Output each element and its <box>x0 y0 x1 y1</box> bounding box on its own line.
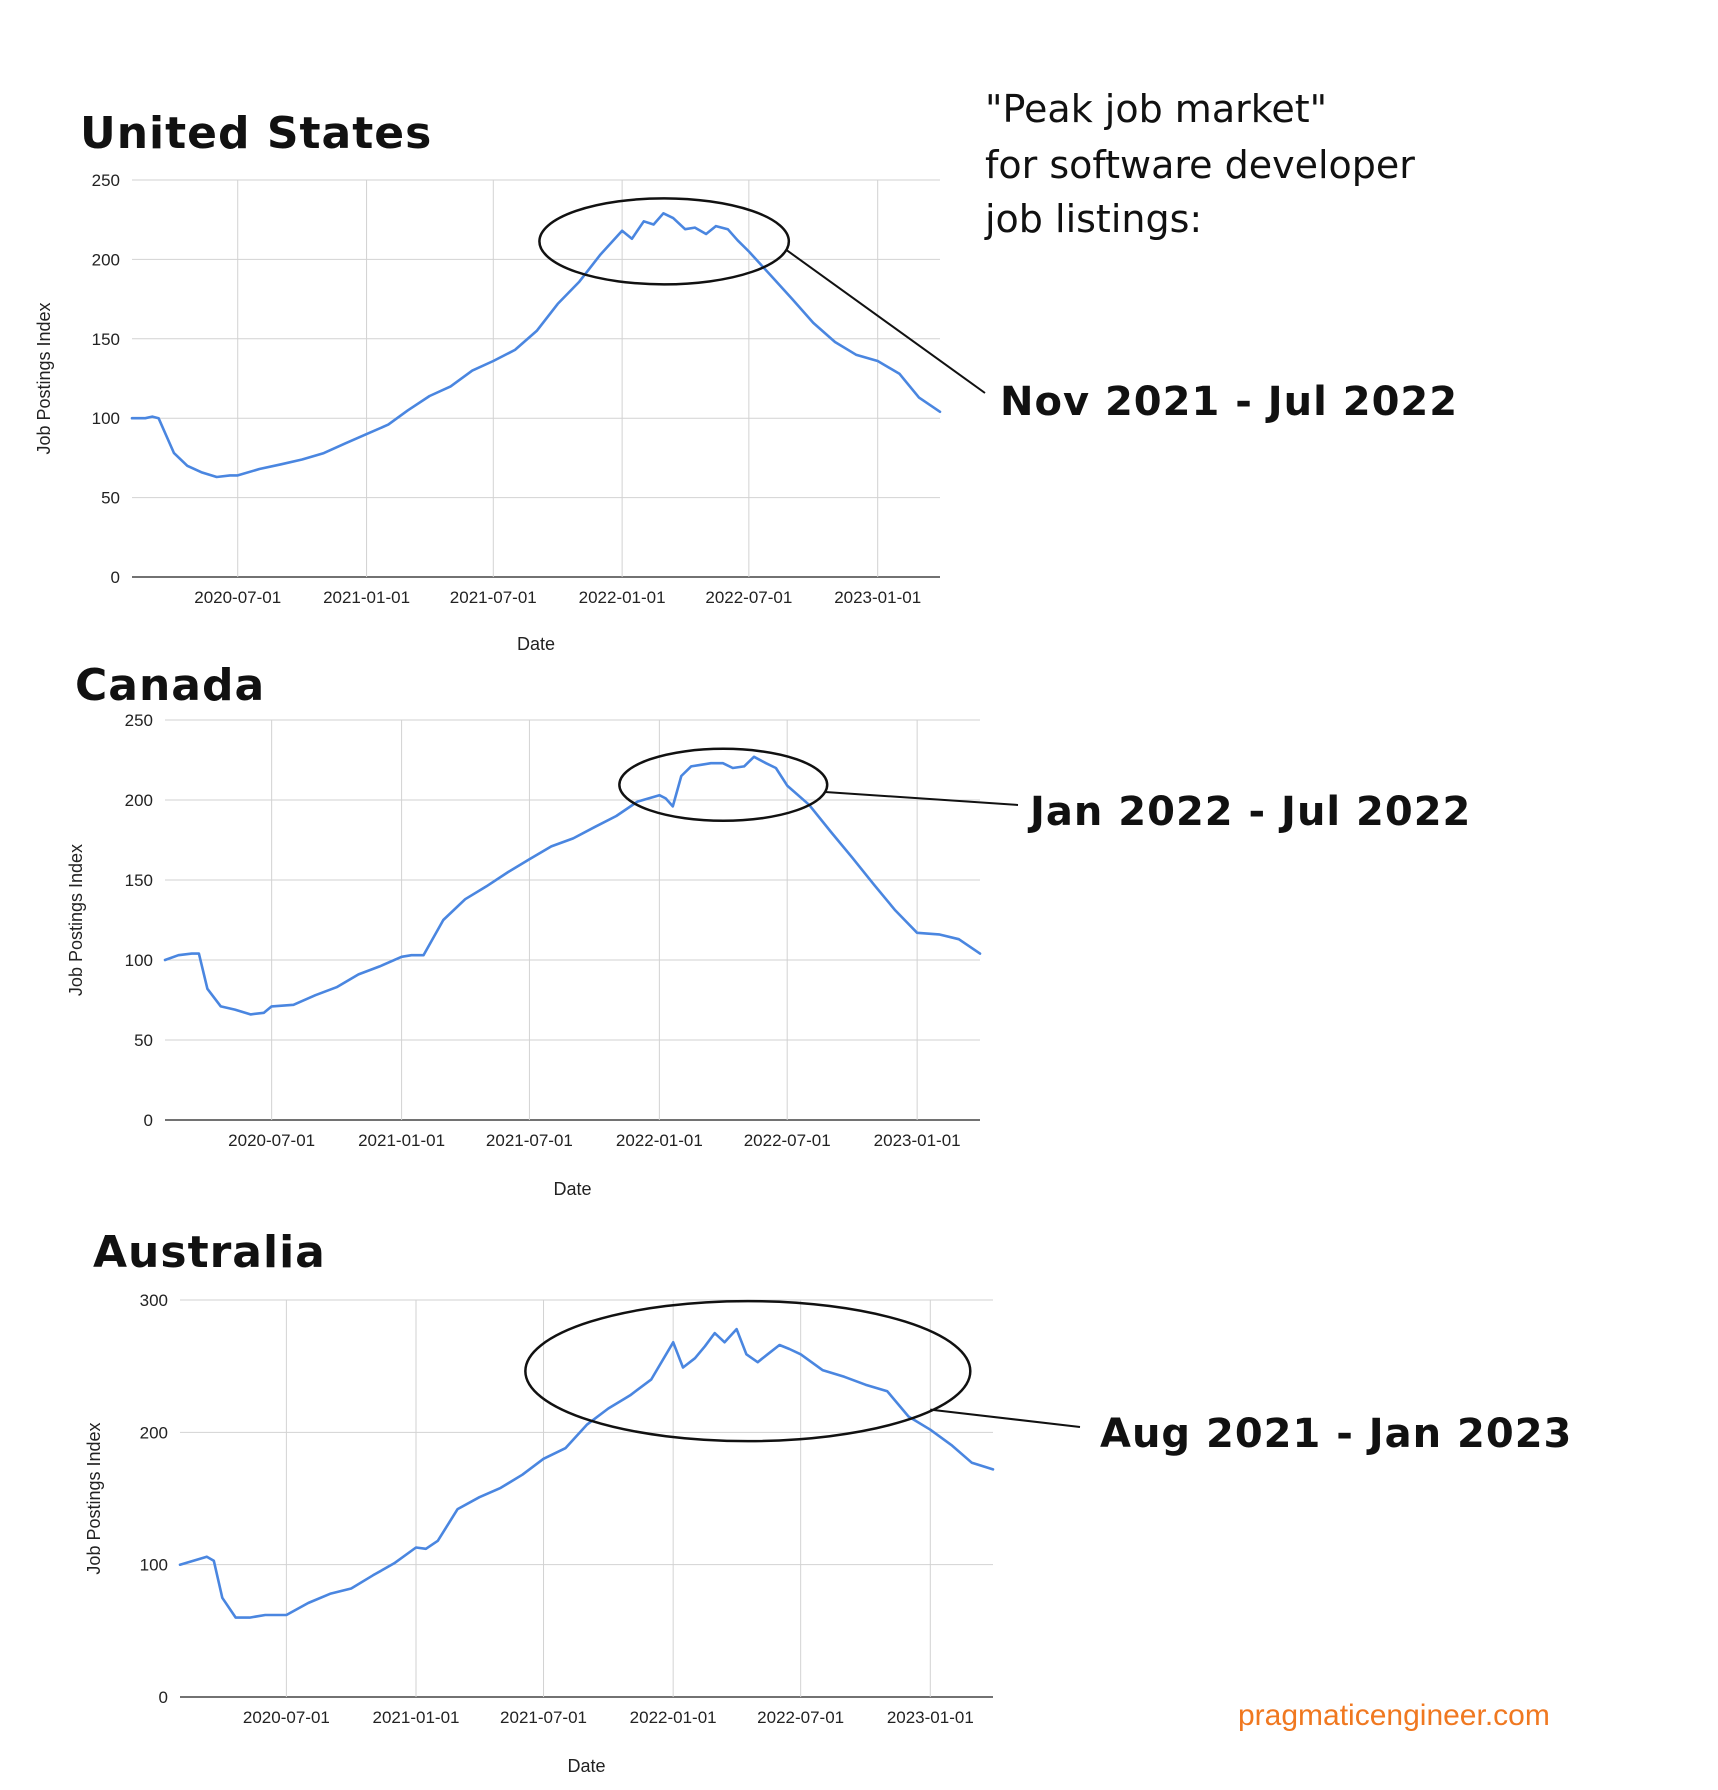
x-tick-label: 2023-01-01 <box>834 588 921 607</box>
y-tick-label: 200 <box>140 1423 168 1442</box>
chart-united-states: 0 50 100 150 200 250 2020-07-01 2021-01-01 2021-… <box>34 171 986 654</box>
x-tick-label: 2021-01-01 <box>323 588 410 607</box>
series-line <box>130 212 942 479</box>
x-tick-label: 2020-07-01 <box>243 1708 330 1727</box>
x-axis-title: Date <box>553 1179 591 1199</box>
y-axis-title: Job Postings Index <box>34 302 54 454</box>
x-tick-label: 2022-01-01 <box>579 588 666 607</box>
x-tick-label: 2021-07-01 <box>500 1708 587 1727</box>
peak-highlight-ellipse <box>524 1299 972 1443</box>
y-tick-label: 250 <box>92 171 120 190</box>
annotation-leader-line <box>825 791 1019 806</box>
series-line <box>163 755 982 1016</box>
chart-title-canada: Canada <box>75 660 265 711</box>
x-tick-label: 2022-01-01 <box>630 1708 717 1727</box>
x-tick-label: 2021-07-01 <box>450 588 537 607</box>
note-line-2: for software developer <box>985 143 1415 187</box>
y-tick-label: 200 <box>92 250 120 269</box>
y-tick-label: 0 <box>111 568 120 587</box>
peak-highlight-ellipse <box>538 197 791 286</box>
x-tick-label: 2022-07-01 <box>757 1708 844 1727</box>
y-tick-label: 50 <box>101 489 120 508</box>
x-axis-title: Date <box>567 1756 605 1776</box>
annotation-label-australia: Aug 2021 - Jan 2023 <box>1100 1411 1572 1457</box>
x-tick-label: 2020-07-01 <box>194 588 281 607</box>
y-tick-label: 150 <box>92 330 120 349</box>
chart-australia: 0 100 200 300 2020-07-01 2021-01-01 2021-07-01… <box>84 1291 1081 1776</box>
x-tick-label: 2021-01-01 <box>373 1708 460 1727</box>
x-tick-label: 2020-07-01 <box>228 1131 315 1150</box>
y-tick-label: 300 <box>140 1291 168 1310</box>
note-line-1: "Peak job market" <box>985 87 1327 131</box>
brand-url: pragmaticengineer.com <box>1238 1699 1550 1732</box>
x-tick-label: 2022-07-01 <box>744 1131 831 1150</box>
peak-highlight-ellipse <box>618 747 829 823</box>
y-tick-label: 150 <box>125 871 153 890</box>
chart-canada: 0 50 100 150 200 250 2020-07-01 2021-01-01 2021-… <box>66 711 1019 1199</box>
x-tick-label: 2021-01-01 <box>358 1131 445 1150</box>
y-axis-title: Job Postings Index <box>66 844 86 996</box>
x-axis-title: Date <box>517 634 555 654</box>
y-tick-label: 250 <box>125 711 153 730</box>
x-tick-label: 2021-07-01 <box>486 1131 573 1150</box>
x-tick-label: 2022-01-01 <box>616 1131 703 1150</box>
y-tick-label: 0 <box>144 1111 153 1130</box>
x-tick-label: 2023-01-01 <box>874 1131 961 1150</box>
y-tick-label: 200 <box>125 791 153 810</box>
y-tick-label: 50 <box>134 1031 153 1050</box>
series-line <box>178 1327 995 1619</box>
chart-title-us: United States <box>80 108 432 159</box>
y-axis-title: Job Postings Index <box>84 1422 104 1574</box>
annotation-leader-line <box>930 1408 1081 1428</box>
annotation-label-canada: Jan 2022 - Jul 2022 <box>1027 789 1471 835</box>
x-tick-label: 2023-01-01 <box>887 1708 974 1727</box>
annotation-label-us: Nov 2021 - Jul 2022 <box>1000 379 1458 425</box>
note-line-3: job listings: <box>984 197 1202 241</box>
chart-title-australia: Australia <box>93 1227 326 1278</box>
y-tick-label: 100 <box>125 951 153 970</box>
annotation-leader-line <box>785 249 986 394</box>
y-tick-label: 100 <box>140 1556 168 1575</box>
y-tick-label: 0 <box>159 1688 168 1707</box>
x-tick-label: 2022-07-01 <box>705 588 792 607</box>
y-tick-label: 100 <box>92 409 120 428</box>
